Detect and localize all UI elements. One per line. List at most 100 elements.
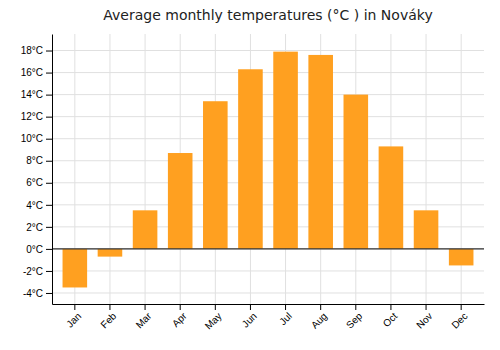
y-axis-line [52, 35, 53, 305]
y-tick-mark [46, 183, 52, 184]
x-tick-mark [390, 304, 391, 310]
x-tick-label: Jan [64, 310, 83, 329]
y-tick-label: 10°C [21, 133, 43, 144]
bar [414, 210, 439, 249]
y-tick-label: 16°C [21, 67, 43, 78]
grid-line-y [52, 94, 484, 95]
grid-line-y [52, 292, 484, 293]
bar [168, 153, 193, 249]
grid-line-y [52, 182, 484, 183]
x-tick-mark [285, 304, 286, 310]
y-tick: 16°C [21, 67, 52, 78]
grid-line-x [145, 34, 146, 304]
y-tick-mark [46, 139, 52, 140]
plot-area: -4°C -2°C 0°C 2°C 4°C 6°C 8°C 10°C 12°C 14°C 16°C 1… [21, 34, 485, 332]
y-tick: 12°C [21, 111, 52, 122]
grid-line-y [52, 50, 484, 51]
x-tick: May [203, 304, 224, 332]
x-tick-label: Aug [309, 310, 329, 330]
x-tick-label: Jun [240, 310, 259, 329]
x-tick-label: Jul [277, 310, 294, 327]
x-tick: Mar [134, 304, 154, 330]
x-tick: Aug [309, 304, 329, 331]
x-tick-label: Dec [449, 310, 469, 330]
bar [273, 52, 298, 249]
grid [52, 34, 484, 304]
x-tick-mark [180, 304, 181, 310]
x-tick: Nov [414, 304, 434, 331]
bar [203, 101, 228, 249]
x-tick: Jul [277, 304, 294, 327]
y-tick-mark [46, 227, 52, 228]
y-tick-label: 12°C [21, 111, 43, 122]
y-tick-label: 0°C [26, 244, 43, 255]
grid-line-y [52, 204, 484, 205]
y-tick: 0°C [26, 244, 52, 255]
bar [344, 95, 369, 249]
y-tick-mark [46, 205, 52, 206]
x-tick-mark [145, 304, 146, 310]
x-tick-mark [461, 304, 462, 310]
grid-line-y [52, 248, 484, 249]
x-tick-label: Oct [381, 310, 400, 329]
x-tick-mark [250, 304, 251, 310]
x-tick: Sep [344, 304, 365, 331]
grid-line-y [52, 72, 484, 73]
y-tick-label: 2°C [26, 222, 43, 233]
x-axis-line [53, 304, 485, 305]
grid-line-y [52, 160, 484, 161]
y-tick-label: 14°C [21, 89, 43, 100]
y-tick-label: 6°C [26, 177, 43, 188]
x-tick-label: Nov [414, 310, 434, 330]
grid-line-x [426, 34, 427, 304]
y-tick-label: -2°C [23, 266, 43, 277]
y-tick: 8°C [26, 155, 52, 166]
x-tick-mark [320, 304, 321, 310]
y-tick-label: 18°C [21, 45, 43, 56]
y-tick: -2°C [23, 266, 52, 277]
x-tick: Jan [64, 304, 83, 330]
x-tick-mark [74, 304, 75, 310]
x-tick: Jun [240, 304, 259, 330]
x-tick-mark [109, 304, 110, 310]
y-tick: -4°C [23, 288, 52, 299]
grid-line-y [52, 270, 484, 271]
bar [98, 249, 123, 257]
y-tick: 10°C [21, 133, 52, 144]
x-tick: Apr [170, 304, 189, 329]
y-tick-mark [46, 161, 52, 162]
y-tick-mark [46, 95, 52, 96]
grid-line-y [52, 116, 484, 117]
y-tick-mark [46, 271, 52, 272]
x-tick-label: May [203, 310, 224, 331]
x-tick-mark [355, 304, 356, 310]
x-tick-mark [215, 304, 216, 310]
y-tick-mark [46, 73, 52, 74]
x-tick: Oct [381, 304, 400, 329]
chart-svg: -4°C -2°C 0°C 2°C 4°C 6°C 8°C 10°C 12°C 14°C 16°C 1… [0, 0, 500, 350]
x-tick-label: Apr [170, 310, 189, 329]
title: Average monthly temperatures (°C ) in No… [103, 7, 432, 23]
bar [449, 249, 474, 266]
y-tick: 6°C [26, 177, 52, 188]
y-tick-mark [46, 293, 52, 294]
grid-line-y [52, 138, 484, 139]
chart-container: -4°C -2°C 0°C 2°C 4°C 6°C 8°C 10°C 12°C 14°C 16°C 1… [0, 0, 500, 350]
y-tick-mark [46, 117, 52, 118]
x-tick: Feb [98, 304, 118, 330]
bars [63, 52, 474, 288]
x-axis: Jan Feb Mar Apr May Jun Jul Aug Sep Oct Nov Dec [53, 304, 485, 332]
y-tick-label: 4°C [26, 200, 43, 211]
x-tick: Dec [449, 304, 469, 331]
y-tick: 18°C [21, 45, 52, 56]
y-tick-label: 8°C [26, 155, 43, 166]
x-tick-label: Feb [98, 310, 118, 330]
grid-line-x [109, 34, 110, 304]
y-tick: 2°C [26, 222, 52, 233]
y-tick-mark [46, 51, 52, 52]
x-tick-label: Mar [134, 310, 154, 330]
y-axis: -4°C -2°C 0°C 2°C 4°C 6°C 8°C 10°C 12°C 14°C 16°C 1… [21, 35, 53, 305]
bar [308, 55, 333, 249]
bar [63, 249, 88, 288]
bar [379, 146, 404, 248]
